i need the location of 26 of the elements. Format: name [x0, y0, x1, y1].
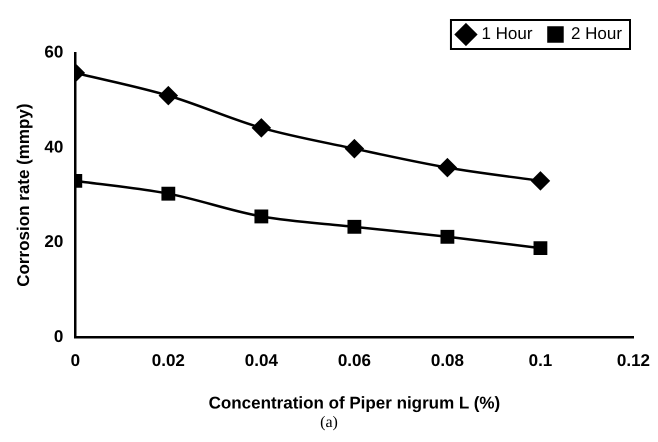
x-tick-label: 0.1: [528, 351, 552, 370]
y-axis-title: Corrosion rate (mmpy): [14, 103, 33, 287]
point: [159, 86, 178, 105]
point: [345, 139, 364, 158]
x-tick-label: 0.04: [244, 351, 278, 370]
text: (a): [319, 414, 339, 432]
point: [534, 241, 548, 256]
x-tick-label: 0.12: [616, 351, 650, 370]
point: [531, 172, 550, 190]
y-tick-label: 20: [44, 232, 64, 252]
point: [161, 186, 176, 201]
legend-label: 2 Hour: [570, 24, 622, 44]
x-tick-label: 0: [70, 351, 80, 370]
y-tick-label: 0: [54, 326, 64, 346]
y-tick-label: 60: [44, 42, 64, 62]
x-tick-label: 0.06: [338, 351, 371, 370]
legend-label: 1 Hour: [481, 24, 533, 44]
x-tick-label: 0.02: [152, 351, 185, 370]
point: [254, 210, 268, 224]
y-tick-label: 40: [44, 137, 64, 156]
point: [347, 220, 362, 234]
point: [252, 118, 271, 138]
x-tick-label: 0.08: [430, 351, 464, 370]
point: [440, 230, 454, 244]
x-axis-title: Concentration of Piper nigrum L (%): [208, 393, 500, 412]
point: [438, 158, 457, 177]
